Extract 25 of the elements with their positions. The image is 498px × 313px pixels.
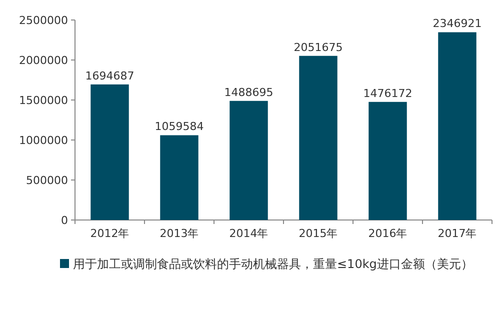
data-label: 2051675 xyxy=(294,40,343,54)
x-tick-label: 2016年 xyxy=(368,227,408,240)
bar xyxy=(230,100,268,220)
data-label: 1059584 xyxy=(154,120,204,134)
data-label: 1694687 xyxy=(85,69,134,82)
y-tick-label: 2500000 xyxy=(19,14,68,27)
bar xyxy=(438,32,476,220)
x-tick-label: 2014年 xyxy=(229,227,268,240)
x-tick-label: 2015年 xyxy=(298,227,338,240)
bar xyxy=(299,56,338,220)
data-label: 2346921 xyxy=(432,17,482,30)
bar xyxy=(368,102,407,220)
legend-label: 用于加工或调制食品或饮料的手动机械器具，重量≤10kg进口金额（美元） xyxy=(73,257,473,271)
x-tick-label: 2017年 xyxy=(438,227,477,240)
y-tick-label: 1500000 xyxy=(19,94,68,107)
bar xyxy=(90,84,129,220)
y-tick-label: 500000 xyxy=(26,174,68,187)
y-tick-label: 1000000 xyxy=(19,134,68,147)
y-tick-label: 2000000 xyxy=(19,54,68,67)
x-tick-label: 2012年 xyxy=(90,227,130,240)
y-tick-label: 0 xyxy=(61,214,68,227)
x-tick-label: 2013年 xyxy=(160,227,199,240)
data-label: 1488695 xyxy=(224,86,274,99)
bar xyxy=(160,135,198,220)
data-label: 1476172 xyxy=(363,86,412,100)
